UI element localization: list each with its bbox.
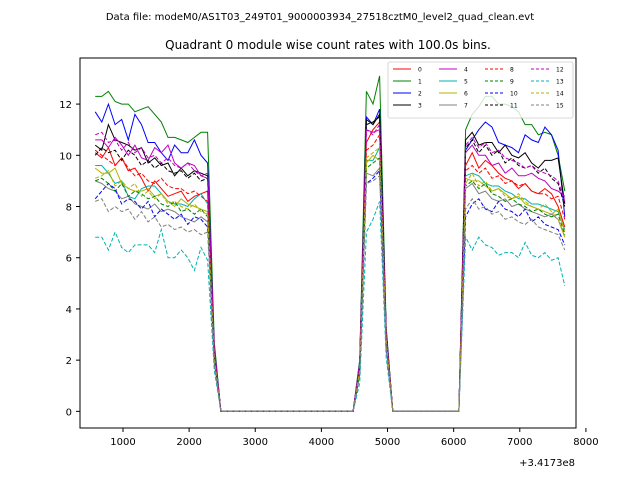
y-tick-label: 6: [66, 254, 72, 265]
plot-area: 1000 2000 3000 4000 5000 6000 7000 800002468101…: [59, 57, 599, 448]
series-layer: [94, 75, 566, 412]
legend-label-3: 3: [418, 103, 422, 110]
legend-label-1: 1: [418, 79, 422, 86]
x-tick-label: 4000: [309, 437, 334, 448]
series-line-0: [94, 120, 566, 412]
series-line-1: [95, 75, 566, 412]
series-line-11: [94, 115, 566, 412]
legend-label-12: 12: [556, 67, 564, 74]
x-tick-label: 8000: [573, 437, 598, 448]
series-line-15: [95, 174, 566, 412]
x-tick-label: 5000: [375, 437, 400, 448]
legend-label-8: 8: [510, 67, 514, 74]
legend-label-11: 11: [510, 103, 518, 110]
legend-label-14: 14: [556, 91, 564, 98]
series-line-7: [95, 166, 566, 412]
series-line-8: [94, 133, 566, 412]
y-tick-label: 4: [66, 305, 72, 316]
x-tick-label: 3000: [243, 437, 268, 448]
series-line-9: [95, 156, 566, 412]
legend-label-7: 7: [464, 103, 468, 110]
series-line-14: [95, 146, 566, 412]
axes-frame: [79, 57, 577, 429]
legend-label-4: 4: [464, 67, 468, 74]
series-line-13: [95, 201, 566, 412]
x-offset-label: +3.4173e8: [519, 458, 575, 469]
legend-label-15: 15: [556, 103, 564, 110]
x-tick-label: 2000: [176, 437, 201, 448]
chart-title: Quadrant 0 module wise count rates with …: [165, 38, 491, 52]
series-line-5: [95, 145, 566, 412]
series-line-4: [95, 128, 566, 412]
chart-suptitle: Data file: modeM0/AS1T03_249T01_90000039…: [106, 12, 534, 23]
ticks-layer: 1000 2000 3000 4000 5000 6000 7000 8000 0 2 4 6 8 10 1…: [59, 100, 598, 448]
y-tick-label: 2: [66, 356, 72, 367]
legend-label-0: 0: [418, 67, 422, 74]
legend-label-2: 2: [418, 91, 422, 98]
series-line-2: [94, 102, 566, 412]
legend-label-9: 9: [510, 79, 514, 86]
legend-label-13: 13: [556, 79, 564, 86]
legend-label-6: 6: [464, 91, 468, 98]
y-tick-label: 8: [66, 203, 72, 214]
series-line-10: [94, 169, 566, 412]
legend-box: [387, 61, 574, 119]
x-tick-label: 1000: [110, 437, 135, 448]
x-tick-label: 7000: [507, 437, 532, 448]
series-line-12: [95, 122, 566, 412]
y-tick-label: 0: [66, 407, 72, 418]
series-line-3: [94, 112, 566, 412]
y-tick-label: 12: [59, 100, 72, 111]
y-tick-label: 10: [59, 151, 72, 162]
x-tick-label: 6000: [441, 437, 466, 448]
legend-label-5: 5: [464, 79, 468, 86]
legend-label-10: 10: [510, 91, 518, 98]
